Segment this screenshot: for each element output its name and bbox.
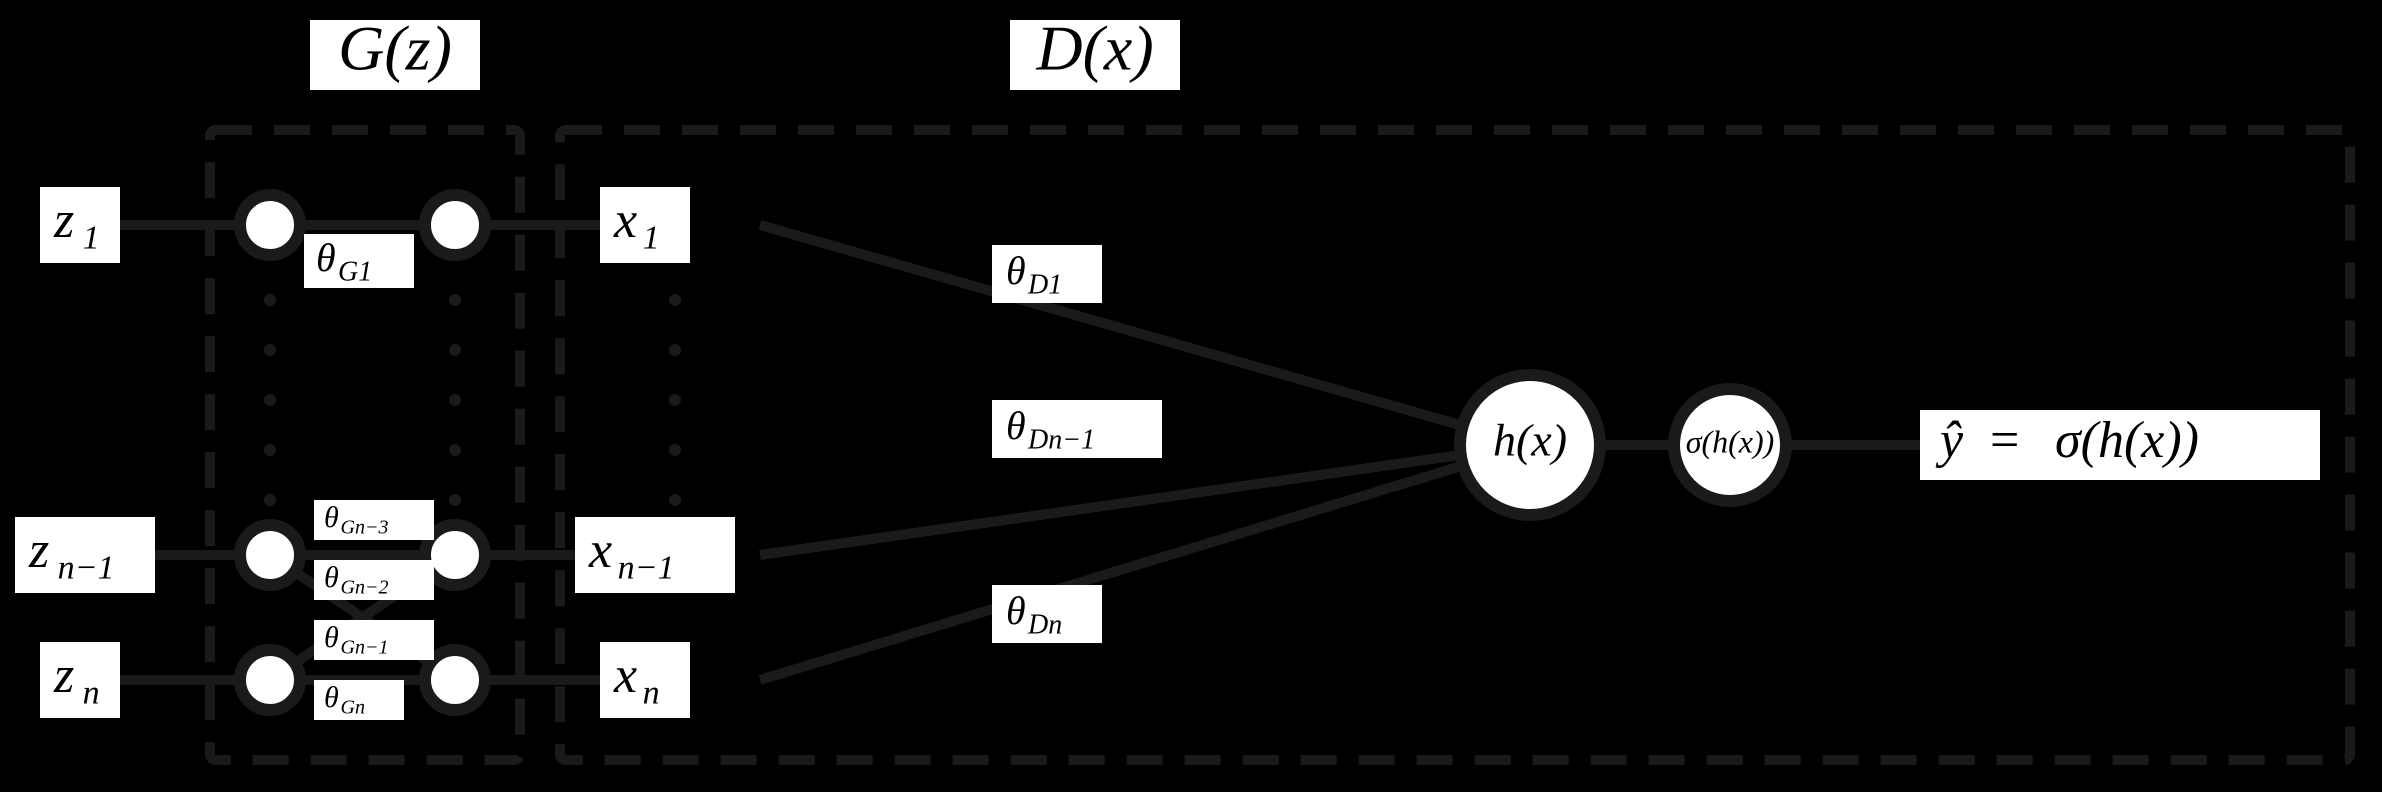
vdots-g2 [449, 294, 461, 306]
svg-text:=: = [1990, 412, 2019, 469]
vdots-x [669, 394, 681, 406]
vdots-x [669, 344, 681, 356]
vdots-g1 [264, 294, 276, 306]
svg-text:z: z [28, 522, 49, 579]
generator-node [240, 650, 300, 710]
svg-text:n−1: n−1 [618, 549, 675, 586]
svg-text:σ(h(x)): σ(h(x)) [2055, 412, 2199, 469]
svg-text:D1: D1 [1027, 269, 1062, 300]
svg-text:θ: θ [1006, 403, 1026, 448]
svg-text:Dn−1: Dn−1 [1027, 424, 1095, 455]
generator-node [240, 195, 300, 255]
vdots-g2 [449, 344, 461, 356]
svg-text:Gn−2: Gn−2 [341, 577, 389, 599]
h-node-label: h(x) [1493, 415, 1567, 466]
generator-node [240, 525, 300, 585]
z-input-bg-2 [40, 642, 120, 718]
svg-text:1: 1 [83, 219, 100, 256]
vdots-x [669, 444, 681, 456]
discriminator-title: D(x) [1035, 13, 1153, 84]
z-input-bg-0 [40, 187, 120, 263]
svg-text:z: z [53, 647, 74, 704]
vdots-x [669, 494, 681, 506]
svg-text:ŷ: ŷ [1935, 412, 1964, 469]
svg-text:Gn−1: Gn−1 [341, 637, 389, 659]
svg-text:x: x [613, 647, 637, 704]
gan-architecture-diagram: G(z)D(x)h(x)σ(h(x))z1zn−1znx1xn−1xnθG1θG… [0, 0, 2382, 792]
svg-text:G1: G1 [338, 256, 372, 287]
vdots-x [669, 294, 681, 306]
svg-text:Gn: Gn [341, 697, 365, 719]
background [0, 0, 2382, 792]
vdots-g1 [264, 344, 276, 356]
vdots-g2 [449, 394, 461, 406]
svg-text:θ: θ [324, 681, 339, 714]
vdots-g1 [264, 394, 276, 406]
svg-text:Gn−3: Gn−3 [341, 517, 389, 539]
svg-text:Dn: Dn [1027, 609, 1062, 640]
svg-text:θ: θ [1006, 248, 1026, 293]
vdots-g2 [449, 494, 461, 506]
svg-text:n: n [643, 674, 660, 711]
vdots-g1 [264, 494, 276, 506]
sigma-node-label: σ(h(x)) [1686, 423, 1775, 459]
svg-text:z: z [53, 192, 74, 249]
svg-text:n: n [83, 674, 100, 711]
generator-title: G(z) [338, 13, 452, 84]
svg-text:x: x [588, 522, 612, 579]
vdots-g2 [449, 444, 461, 456]
svg-text:θ: θ [316, 235, 336, 280]
svg-text:θ: θ [1006, 588, 1026, 633]
svg-text:n−1: n−1 [58, 549, 115, 586]
generator-node [425, 195, 485, 255]
vdots-g1 [264, 444, 276, 456]
svg-text:θ: θ [324, 621, 339, 654]
svg-text:1: 1 [643, 219, 660, 256]
svg-text:θ: θ [324, 501, 339, 534]
svg-text:x: x [613, 192, 637, 249]
svg-text:θ: θ [324, 561, 339, 594]
